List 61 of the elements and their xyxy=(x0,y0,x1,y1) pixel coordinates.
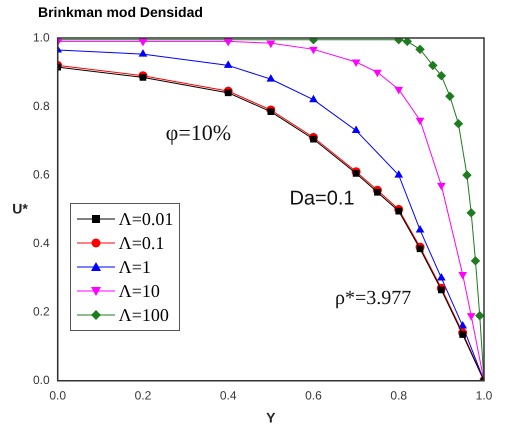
point xyxy=(416,225,424,232)
point xyxy=(395,208,402,214)
point xyxy=(140,74,146,81)
point xyxy=(466,208,476,218)
point xyxy=(462,170,472,180)
point xyxy=(458,321,467,328)
point xyxy=(268,108,274,116)
x-tick-label: 0.0 xyxy=(49,388,66,402)
y-tick-label: 0.2 xyxy=(32,304,50,319)
point xyxy=(437,273,446,280)
point xyxy=(454,119,463,128)
y-axis-title: U* xyxy=(12,200,28,216)
point xyxy=(224,90,232,96)
point xyxy=(402,38,412,46)
point xyxy=(467,313,476,320)
point xyxy=(310,46,318,54)
x-tick-label: 0.2 xyxy=(134,388,152,402)
point xyxy=(459,331,466,338)
point xyxy=(458,272,467,280)
point xyxy=(310,136,317,142)
point xyxy=(475,311,484,320)
point xyxy=(373,70,382,77)
legend-label: Λ=0.1 xyxy=(118,232,164,255)
point xyxy=(394,170,403,178)
annotation: φ=10% xyxy=(166,120,232,145)
legend-label: Λ=1 xyxy=(118,256,151,279)
chart-title: Brinkman mod Densidad xyxy=(38,4,203,20)
point xyxy=(436,71,446,80)
y-tick-label: 0.4 xyxy=(32,236,50,250)
point xyxy=(470,256,480,266)
legend-label: Λ=0.01 xyxy=(118,208,174,231)
y-tick-label: 0.0 xyxy=(32,373,50,388)
point xyxy=(416,118,424,125)
point xyxy=(266,40,275,48)
x-axis-title: Y xyxy=(266,409,276,426)
point xyxy=(352,170,360,177)
y-tick-label: 0.8 xyxy=(32,98,50,113)
x-tick-label: 0.8 xyxy=(390,388,408,402)
y-tick-label: 0.6 xyxy=(32,167,50,182)
x-tick-label: 0.6 xyxy=(305,388,322,402)
point xyxy=(445,92,454,101)
point xyxy=(310,95,318,102)
x-tick-label: 0.4 xyxy=(220,388,237,402)
y-tick-label: 1.0 xyxy=(32,30,50,44)
point xyxy=(374,188,381,196)
point xyxy=(438,286,445,294)
point xyxy=(394,86,403,94)
point xyxy=(224,60,232,68)
legend-label: Λ=100 xyxy=(118,304,169,327)
point xyxy=(416,245,424,252)
point xyxy=(138,50,147,57)
annotation: Da=0.1 xyxy=(289,188,355,210)
x-tick-label: 1.0 xyxy=(476,388,493,402)
point xyxy=(266,74,275,82)
point xyxy=(428,60,438,70)
legend-label: Λ=10 xyxy=(118,280,160,303)
point xyxy=(352,59,360,66)
point xyxy=(352,126,360,134)
annotation: ρ*=3.977 xyxy=(335,286,412,309)
point xyxy=(437,182,446,190)
point xyxy=(416,44,425,54)
